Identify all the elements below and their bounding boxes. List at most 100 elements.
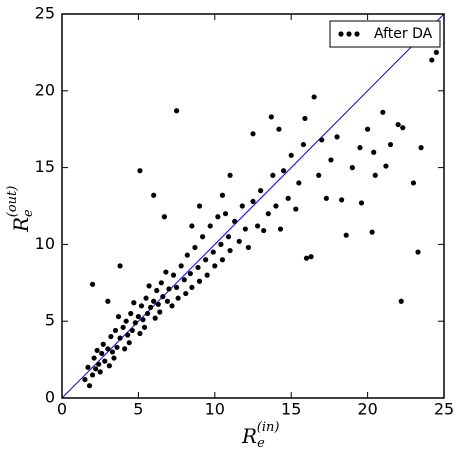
point xyxy=(161,214,167,220)
point xyxy=(140,317,146,323)
point xyxy=(146,283,152,289)
point xyxy=(160,294,166,300)
y-tick-label: 5 xyxy=(45,311,55,330)
point xyxy=(300,141,307,148)
point xyxy=(184,252,190,258)
point xyxy=(268,114,274,120)
x-tick-label: 15 xyxy=(281,400,301,419)
point xyxy=(293,206,299,212)
point xyxy=(323,195,329,201)
x-axis-label: Re(in) xyxy=(241,420,279,451)
point xyxy=(125,332,131,338)
point xyxy=(219,257,226,263)
point xyxy=(316,172,322,178)
point xyxy=(89,372,96,378)
point xyxy=(429,57,435,63)
point xyxy=(371,149,377,155)
point xyxy=(303,255,310,261)
point xyxy=(128,310,134,317)
x-tick-label: 25 xyxy=(434,400,454,419)
point xyxy=(258,188,264,194)
x-tick-label: 0 xyxy=(57,400,67,419)
x-tick-label: 10 xyxy=(205,400,225,419)
point xyxy=(383,163,389,169)
point xyxy=(148,304,154,310)
point xyxy=(163,269,169,275)
point xyxy=(215,214,221,220)
point xyxy=(239,203,245,209)
point xyxy=(273,203,279,209)
point xyxy=(203,257,209,263)
point xyxy=(108,333,114,340)
point xyxy=(302,115,308,122)
point xyxy=(288,152,294,158)
point xyxy=(270,172,276,178)
y-label-sub: e xyxy=(21,209,36,217)
point xyxy=(192,244,198,251)
point xyxy=(277,226,284,232)
point xyxy=(261,227,267,234)
point xyxy=(91,355,97,361)
point xyxy=(115,313,122,320)
point xyxy=(207,223,213,229)
point xyxy=(106,363,112,369)
point xyxy=(296,180,302,186)
point xyxy=(151,192,157,198)
point xyxy=(100,341,106,347)
point xyxy=(117,263,123,269)
point xyxy=(178,263,184,269)
point xyxy=(132,320,138,326)
point xyxy=(155,301,161,307)
point xyxy=(174,108,180,114)
point xyxy=(89,281,96,287)
point xyxy=(122,346,128,352)
point xyxy=(135,313,141,320)
point xyxy=(164,298,171,304)
point xyxy=(349,165,355,171)
point xyxy=(94,347,100,353)
point xyxy=(137,168,143,174)
point xyxy=(141,324,148,330)
point xyxy=(109,349,116,355)
point xyxy=(105,298,111,304)
point xyxy=(129,327,135,334)
point xyxy=(195,264,201,271)
point xyxy=(181,277,187,283)
y-label-sup: (out) xyxy=(5,186,20,218)
x-label-sup: (in) xyxy=(257,420,280,435)
x-tick-label: 20 xyxy=(357,400,377,419)
point xyxy=(365,126,371,132)
point xyxy=(398,298,404,304)
point xyxy=(204,272,210,278)
point xyxy=(137,330,143,337)
point xyxy=(189,223,195,229)
point xyxy=(199,234,206,240)
point xyxy=(123,318,129,324)
point xyxy=(138,303,145,309)
point xyxy=(93,366,99,372)
y-tick-label: 20 xyxy=(35,80,55,99)
y-tick-label: 15 xyxy=(35,157,55,176)
point xyxy=(380,109,386,115)
point xyxy=(280,168,287,174)
point xyxy=(166,286,172,292)
point xyxy=(319,137,325,143)
point xyxy=(415,249,421,255)
point xyxy=(410,180,417,186)
point xyxy=(285,195,291,201)
point xyxy=(218,241,224,247)
point xyxy=(311,94,317,100)
point xyxy=(395,121,401,128)
point xyxy=(210,249,216,255)
point xyxy=(308,254,314,260)
point xyxy=(183,290,189,297)
point xyxy=(242,226,248,232)
legend-marker xyxy=(354,31,360,37)
point xyxy=(250,198,256,204)
point xyxy=(97,369,103,375)
point xyxy=(245,244,252,251)
point xyxy=(158,280,164,286)
point xyxy=(154,287,160,294)
point xyxy=(143,295,149,301)
point xyxy=(339,197,345,203)
